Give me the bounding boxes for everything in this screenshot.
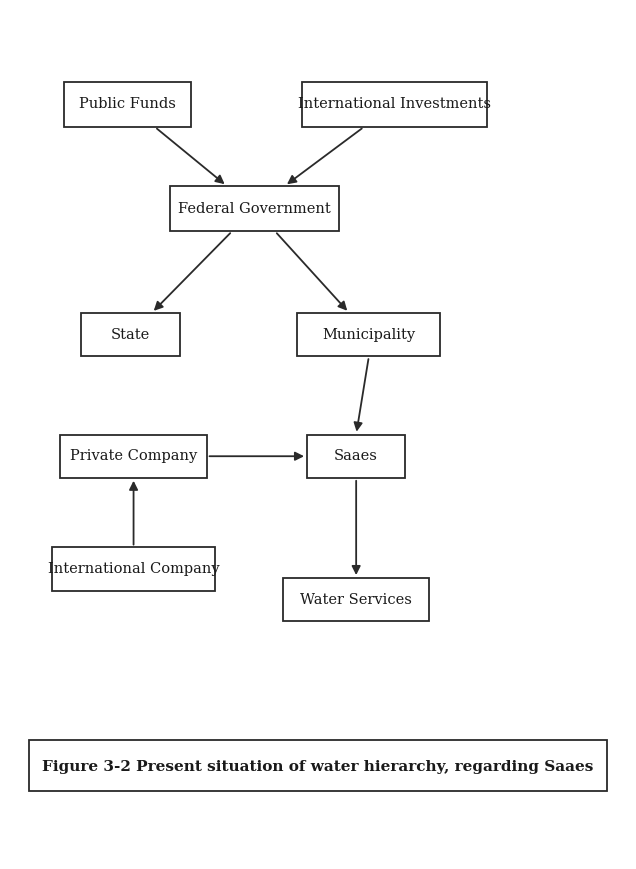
Text: Public Funds: Public Funds bbox=[79, 97, 176, 111]
Text: International Investments: International Investments bbox=[298, 97, 491, 111]
Text: International Company: International Company bbox=[48, 562, 219, 576]
Text: Water Services: Water Services bbox=[300, 593, 412, 607]
Bar bbox=[298, 313, 440, 356]
Bar bbox=[52, 547, 215, 591]
Text: Municipality: Municipality bbox=[322, 328, 415, 342]
Bar bbox=[60, 434, 207, 478]
Text: State: State bbox=[111, 328, 150, 342]
Text: Federal Government: Federal Government bbox=[178, 202, 331, 216]
Bar bbox=[170, 186, 338, 231]
Bar bbox=[81, 313, 179, 356]
Text: Figure 3-2 Present situation of water hierarchy, regarding Saaes: Figure 3-2 Present situation of water hi… bbox=[43, 760, 593, 774]
Bar bbox=[64, 82, 191, 127]
Bar bbox=[307, 434, 406, 478]
Bar bbox=[302, 82, 487, 127]
Bar bbox=[283, 578, 429, 621]
Text: Saaes: Saaes bbox=[335, 449, 378, 463]
Bar bbox=[29, 740, 607, 791]
Text: Private Company: Private Company bbox=[70, 449, 197, 463]
